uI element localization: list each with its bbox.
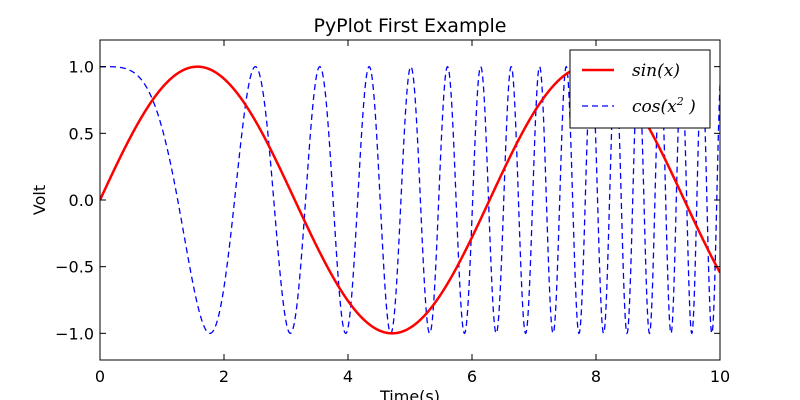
y-tick-label: −1.0 — [55, 324, 94, 343]
legend-label-cos-sup: 2 — [676, 95, 684, 108]
x-tick-label: 10 — [710, 367, 730, 386]
x-tick-label: 8 — [591, 367, 601, 386]
legend-box — [569, 49, 711, 129]
x-axis-label: Time(s) — [379, 387, 440, 400]
y-tick-label: −0.5 — [55, 258, 94, 277]
y-axis-label: Volt — [30, 185, 49, 215]
legend-label-sin: sin(x) — [632, 61, 680, 81]
legend-label-cos: cos(x2 ) — [632, 95, 696, 117]
y-tick-label: 0.5 — [69, 124, 94, 143]
chart-title: PyPlot First Example — [313, 15, 506, 37]
x-tick-label: 6 — [467, 367, 477, 386]
x-tick-label: 2 — [219, 367, 229, 386]
y-tick-label: 1.0 — [69, 58, 94, 77]
x-tick-label: 0 — [95, 367, 105, 386]
y-tick-label: 0.0 — [69, 191, 94, 210]
legend-label-cos-tail: ) — [684, 97, 696, 117]
x-tick-label: 4 — [343, 367, 353, 386]
legend-label-cos-main: cos(x — [632, 97, 677, 117]
legend: sin(x) cos(x2 ) — [569, 49, 711, 129]
ticks-layer: 0 2 4 6 8 10 1.0 0.5 0.0 −0.5 −1.0 — [55, 40, 730, 386]
